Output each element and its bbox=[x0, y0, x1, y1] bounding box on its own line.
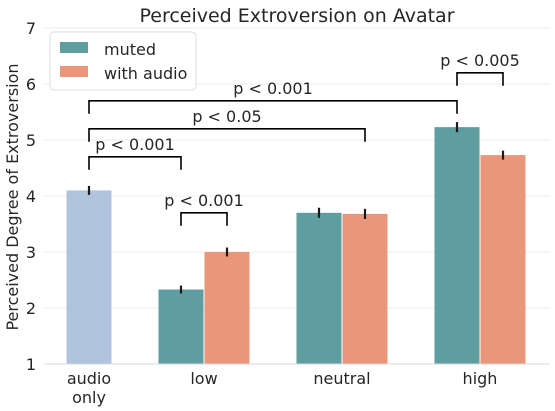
significance-label: p < 0.05 bbox=[192, 107, 261, 126]
y-tick-label: 3 bbox=[26, 243, 36, 262]
bar-high-audio bbox=[480, 155, 526, 364]
bars bbox=[66, 127, 526, 365]
x-tick-label: high bbox=[463, 369, 498, 388]
error-bars bbox=[87, 122, 505, 294]
y-tick-label: 2 bbox=[26, 299, 36, 318]
bar-low-muted bbox=[158, 289, 204, 364]
chart-title: Perceived Extroversion on Avatar bbox=[139, 5, 454, 27]
significance-bracket bbox=[88, 100, 458, 114]
significance-label: p < 0.001 bbox=[164, 191, 244, 210]
bar-neutral-muted bbox=[296, 212, 342, 364]
axes: 1 2 3 4 5 6 7 audio only low neutral high bbox=[26, 19, 550, 407]
significance-label: p < 0.005 bbox=[440, 51, 520, 70]
y-axis-label: Perceived Degree of Extroversion bbox=[3, 63, 22, 330]
y-tick-label: 5 bbox=[26, 131, 36, 150]
significance-bracket bbox=[180, 212, 228, 226]
bar-audio-only bbox=[66, 190, 112, 364]
significance-label: p < 0.001 bbox=[95, 135, 175, 154]
legend: muted with audio bbox=[49, 31, 197, 91]
significance-label: p < 0.001 bbox=[233, 79, 313, 98]
x-tick-label: neutral bbox=[313, 369, 370, 388]
x-tick-label: audio only bbox=[67, 369, 111, 407]
bar-high-muted bbox=[434, 127, 480, 365]
legend-swatch-muted bbox=[60, 42, 88, 53]
bar-neutral-audio bbox=[342, 213, 388, 364]
legend-label-muted: muted bbox=[104, 40, 156, 59]
y-tick-label: 4 bbox=[26, 187, 36, 206]
legend-swatch-with-audio bbox=[60, 66, 88, 77]
legend-label-with-audio: with audio bbox=[104, 64, 187, 83]
significance-bracket bbox=[456, 72, 504, 86]
significance-annotations: p < 0.001 p < 0.001 p < 0.05 p < 0.001 p < 0… bbox=[88, 51, 520, 226]
significance-bracket bbox=[88, 156, 182, 170]
significance-bracket bbox=[88, 128, 366, 142]
x-tick-label: low bbox=[190, 369, 217, 388]
y-tick-label: 7 bbox=[26, 19, 36, 38]
y-tick-label: 1 bbox=[26, 355, 36, 374]
y-tick-label: 6 bbox=[26, 75, 36, 94]
bar-low-audio bbox=[204, 252, 250, 364]
